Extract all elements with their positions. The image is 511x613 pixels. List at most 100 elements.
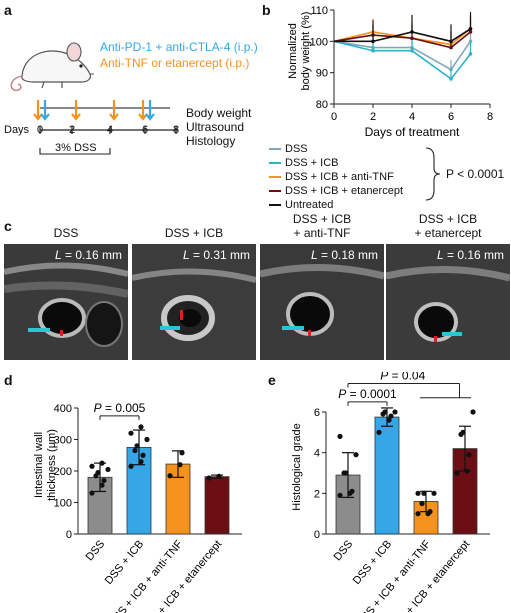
point-b <box>449 45 453 50</box>
day-tick-8: 8 <box>173 124 180 136</box>
data-point-e <box>415 490 421 496</box>
p-value-e2: P = 0.04 <box>380 372 425 383</box>
y-axis-label-b: Normalizedbody weight (%) <box>287 12 312 91</box>
measure-icb: L = 0.31 mm <box>182 248 250 262</box>
timeline-diagram <box>33 100 178 155</box>
category-label-e-1: DSS + ICB <box>351 538 395 587</box>
y-tick-label-e: 4 <box>314 448 320 460</box>
panel-b-label: b <box>262 2 271 18</box>
data-point-d <box>140 452 146 458</box>
point-b <box>468 30 473 34</box>
panel-d-label: d <box>4 372 13 388</box>
panel-c-label: c <box>4 218 12 234</box>
y-tick-label-e: 0 <box>314 529 320 541</box>
image-title-dss: DSS <box>53 226 79 240</box>
data-point-d <box>134 443 140 449</box>
x-axis-label-b: Days of treatment <box>365 125 460 139</box>
data-point-e <box>382 409 388 415</box>
bar-d-3 <box>204 476 230 535</box>
day-tick-2: 2 <box>69 124 76 136</box>
y-tick-label-d: 100 <box>54 498 72 510</box>
mouse-icon <box>10 42 94 92</box>
point-b <box>468 39 473 44</box>
category-label-e-0: DSS <box>332 538 356 563</box>
y-tick-label-b: 110 <box>310 5 328 17</box>
data-point-d <box>167 473 173 479</box>
bar-e-1 <box>374 416 400 535</box>
data-point-d <box>144 436 150 443</box>
category-label-d-1: DSS + ICB <box>103 538 147 587</box>
y-axis-label-e: Histological grade <box>291 423 303 510</box>
legend-label-dss: DSS <box>285 143 308 155</box>
panel-a-label: a <box>4 2 12 18</box>
ultrasound-image-dss: L = 0.16 mm <box>4 244 128 360</box>
ultrasound-image-icb: L = 0.31 mm <box>132 244 256 360</box>
data-point-d <box>95 469 101 476</box>
data-point-d <box>177 462 183 468</box>
data-point-e <box>460 429 466 435</box>
data-point-d <box>216 473 222 479</box>
y-tick-label-e: 2 <box>314 488 320 500</box>
data-point-d <box>89 463 95 469</box>
data-point-d <box>101 477 107 484</box>
y-tick-label-d: 200 <box>54 466 72 478</box>
data-point-e <box>337 433 343 439</box>
data-point-d <box>138 458 144 465</box>
ultrasound-image-tnf: L = 0.18 mm <box>260 244 384 360</box>
data-point-e <box>454 470 460 476</box>
x-tick-label-b: 6 <box>448 111 454 123</box>
p-value-d: P = 0.005 <box>94 401 146 415</box>
data-point-e <box>464 468 470 474</box>
measure-tnf: L = 0.18 mm <box>310 248 378 262</box>
y-axis-label-d: Intestinal wallthickness (μm) <box>33 429 58 501</box>
legend-label-etan: DSS + ICB + etanercept <box>285 185 404 197</box>
data-point-e <box>427 509 433 515</box>
day-tick-4: 4 <box>107 124 114 136</box>
readout-ultrasound: Ultrasound <box>186 120 245 134</box>
data-point-e <box>419 500 425 507</box>
readout-body-weight: Body weight <box>186 106 252 120</box>
image-title-icb: DSS + ICB <box>164 226 224 240</box>
y-tick-label-b: 90 <box>316 68 328 80</box>
category-label-d-0: DSS <box>84 538 108 563</box>
point-b <box>449 77 453 81</box>
wall-thickness-chart: 0 100 200 300 400 Intestinal wallthickness (μ… <box>33 401 242 613</box>
x-tick-label-b: 4 <box>409 111 415 123</box>
data-point-d <box>128 430 134 436</box>
data-point-d <box>138 424 144 430</box>
legend-label-tnf: DSS + ICB + anti-TNF <box>285 171 394 183</box>
data-point-d <box>99 482 105 488</box>
treatment-icb-text: Anti-PD-1 + anti-CTLA-4 (i.p.) <box>100 40 258 54</box>
data-point-d <box>206 475 212 481</box>
body-weight-chart: 80 90 100 110 0 2 4 6 8 Days of treatment Normaliz… <box>287 5 493 139</box>
image-title-etan: DSS + ICB + etanercept <box>414 212 482 240</box>
day-tick-6: 6 <box>142 124 149 136</box>
data-point-d <box>89 490 95 496</box>
point-b <box>371 39 375 44</box>
series-line-4 <box>334 28 471 43</box>
y-tick-label-b: 80 <box>316 99 328 111</box>
data-point-e <box>337 492 343 498</box>
y-tick-label-e: 6 <box>314 407 320 419</box>
x-tick-label-b: 2 <box>370 111 376 123</box>
y-tick-label-d: 300 <box>54 435 72 447</box>
y-tick-label-d: 0 <box>66 529 72 541</box>
x-tick-label-b: 8 <box>487 111 493 123</box>
p-value-e1: P = 0.0001 <box>338 387 397 401</box>
legend-brace <box>425 147 441 201</box>
panel-e-label: e <box>268 372 276 388</box>
readout-histology: Histology <box>186 134 236 148</box>
point-b <box>410 48 414 53</box>
data-point-e <box>386 417 392 423</box>
data-point-d <box>105 466 111 473</box>
data-point-e <box>376 429 382 435</box>
y-tick-label-d: 400 <box>54 403 72 415</box>
x-tick-label-b: 0 <box>331 111 337 123</box>
data-point-e <box>392 409 398 415</box>
point-b <box>410 30 414 34</box>
point-b <box>410 36 414 40</box>
legend-label-icb: DSS + ICB <box>285 157 339 169</box>
data-point-d <box>128 463 134 469</box>
data-point-d <box>179 450 185 456</box>
